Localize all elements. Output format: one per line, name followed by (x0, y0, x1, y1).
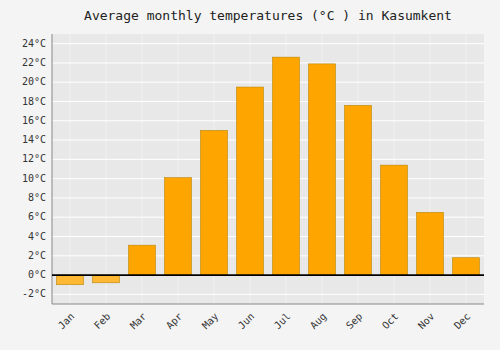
grid-line (52, 43, 484, 44)
x-tick-label: Jun (236, 311, 257, 332)
grid-line (52, 178, 484, 179)
y-axis: -2°C 0°C 2°C 4°C 6°C 8°C 10°C 12°C 14°C 16°C 18°C 2… (22, 34, 484, 304)
y-tick-label: 8°C (28, 192, 46, 203)
y-axis-line (52, 34, 53, 304)
bar (345, 105, 372, 275)
x-tick-label: Nov (416, 311, 437, 332)
x-tick-label: Apr (164, 311, 185, 332)
y-tick-label: 2°C (28, 250, 46, 261)
y-tick-label: 24°C (22, 38, 46, 49)
bars (57, 57, 480, 285)
plot-area (52, 34, 484, 304)
grid-line (52, 62, 484, 63)
x-tick-label: May (200, 311, 221, 332)
zero-line (52, 274, 484, 276)
x-tick-label: Jul (272, 311, 293, 332)
grid-line (52, 82, 484, 83)
y-tick-label: 18°C (22, 96, 46, 107)
y-tick-label: 4°C (28, 231, 46, 242)
y-tick-label: -2°C (22, 288, 46, 299)
x-axis: Jan Feb Mar Apr May Jun Jul Aug Sep Oct Nov Dec (56, 311, 473, 332)
bar (453, 258, 480, 275)
grid-line (52, 159, 484, 160)
bar (201, 130, 228, 275)
bar (309, 64, 336, 275)
bar (57, 275, 84, 285)
y-tick-label: 6°C (28, 211, 46, 222)
bar (237, 87, 264, 275)
grid-line-x (70, 34, 71, 304)
background (0, 0, 500, 350)
bar (165, 178, 192, 275)
y-tick-label: 20°C (22, 76, 46, 87)
bar (129, 245, 156, 275)
x-tick-label: Oct (380, 311, 401, 332)
bar (273, 57, 300, 275)
y-tick-label: 0°C (28, 269, 46, 280)
grid-line (52, 294, 484, 295)
grid (52, 34, 484, 304)
y-tick-label: 12°C (22, 153, 46, 164)
grid-line (52, 140, 484, 141)
bar (381, 165, 408, 275)
grid-line (52, 120, 484, 121)
grid-line (52, 197, 484, 198)
y-tick-label: 14°C (22, 134, 46, 145)
grid-line (52, 275, 484, 276)
x-axis-line (52, 304, 484, 305)
y-tick-label: 16°C (22, 115, 46, 126)
x-tick-label: Dec (452, 311, 473, 332)
y-tick-label: 10°C (22, 173, 46, 184)
chart: -2°C 0°C 2°C 4°C 6°C 8°C 10°C 12°C 14°C 16°C 18°C 2… (0, 0, 500, 350)
x-tick-label: Feb (92, 311, 113, 332)
bar (417, 212, 444, 275)
x-tick-label: Mar (128, 311, 149, 332)
y-tick-label: 22°C (22, 57, 46, 68)
title: Average monthly temperatures (°C ) in Ka… (84, 8, 452, 23)
grid-line-x (106, 34, 107, 304)
bar (93, 275, 120, 283)
x-tick-label: Sep (344, 311, 365, 332)
grid-line (52, 101, 484, 102)
x-tick-label: Jan (56, 311, 77, 332)
x-tick-label: Aug (308, 311, 329, 332)
